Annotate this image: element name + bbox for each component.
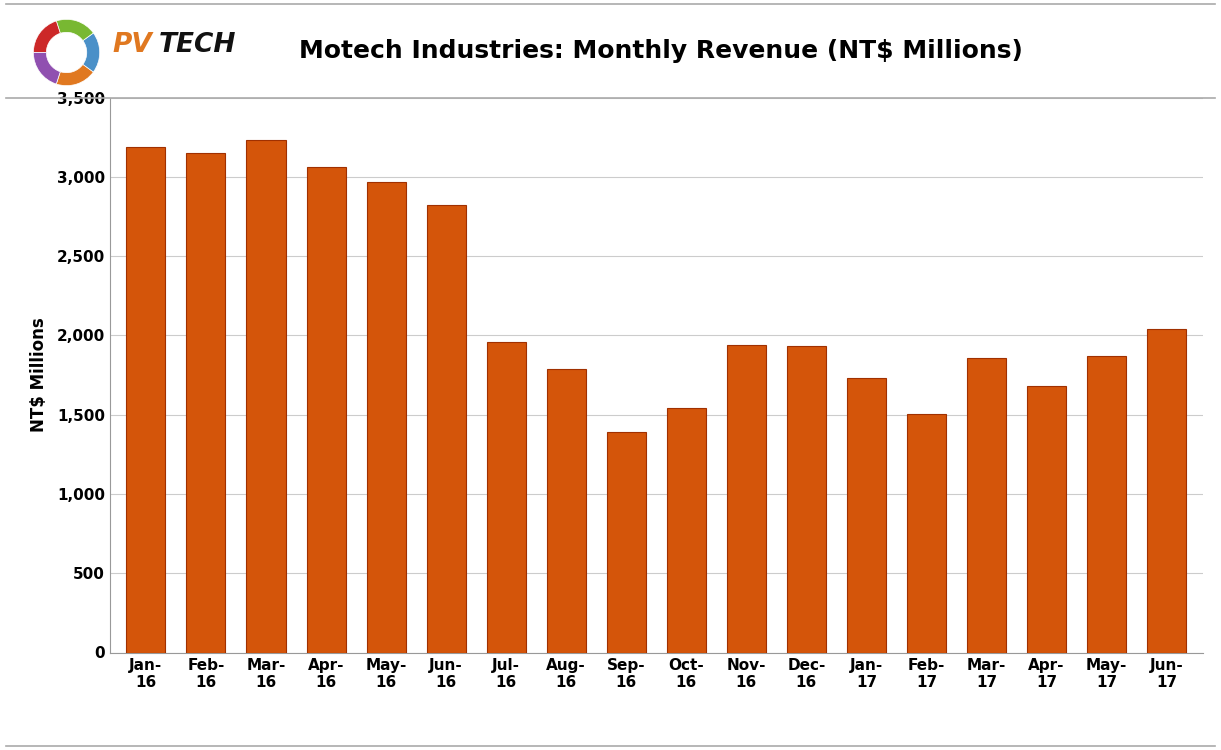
Wedge shape <box>56 64 93 86</box>
Bar <box>907 414 946 652</box>
Bar <box>127 147 165 652</box>
Wedge shape <box>33 53 60 84</box>
Y-axis label: NT$ Millions: NT$ Millions <box>31 318 49 432</box>
Bar <box>487 342 526 652</box>
Bar <box>967 358 1006 652</box>
Bar <box>847 378 886 652</box>
Wedge shape <box>83 33 100 72</box>
Text: Motech Industries: Monthly Revenue (NT$ Millions): Motech Industries: Monthly Revenue (NT$ … <box>299 39 1023 63</box>
Text: PV: PV <box>112 32 153 58</box>
Bar <box>247 140 286 652</box>
Bar <box>607 432 646 652</box>
Bar <box>1148 329 1186 652</box>
Bar <box>1027 386 1066 652</box>
Bar <box>786 346 825 652</box>
Bar <box>426 206 465 652</box>
Bar <box>667 408 706 652</box>
Bar <box>187 153 226 652</box>
Wedge shape <box>56 20 93 40</box>
Bar <box>366 182 405 652</box>
Wedge shape <box>33 21 60 53</box>
Bar <box>1087 356 1126 652</box>
Bar <box>547 370 586 652</box>
Bar <box>306 167 346 652</box>
Text: TECH: TECH <box>159 32 236 58</box>
Bar <box>726 345 766 652</box>
